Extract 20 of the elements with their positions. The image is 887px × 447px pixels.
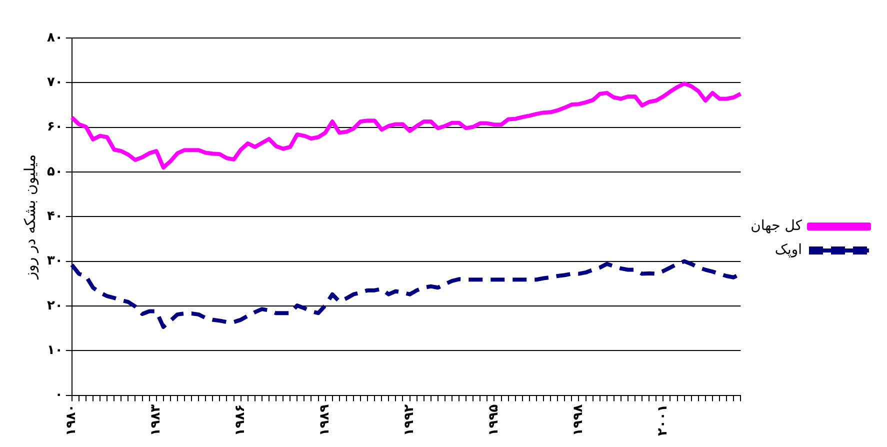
x-tick-label: ۱۹۸۰ xyxy=(64,404,80,436)
x-tick-label: ۱۹۸۹ xyxy=(318,404,333,436)
y-tick-label: ۴۰ xyxy=(46,209,63,224)
y-tick-label: ۲۰ xyxy=(46,298,63,314)
y-tick-label: ۱۰ xyxy=(46,342,63,358)
y-tick-label: ۰ xyxy=(54,388,63,403)
x-tick-label: ۱۹۹۵ xyxy=(486,404,502,436)
y-axis-title: میلیون بشکه در روز xyxy=(20,154,39,280)
legend-label: کل جهان xyxy=(750,218,802,234)
y-tick-label: ۸۰ xyxy=(46,30,63,46)
y-tick-label: ۵۰ xyxy=(46,164,63,180)
x-tick-label: ۱۹۹۲ xyxy=(402,404,418,436)
y-tick-label: ۳۰ xyxy=(46,254,63,269)
x-tick-label: ۱۹۹۸ xyxy=(571,404,586,436)
legend-label: اوپک xyxy=(774,242,802,258)
y-tick-label: ۶۰ xyxy=(46,120,63,135)
y-tick-label: ۷۰ xyxy=(46,75,63,90)
x-tick-label: ۱۹۸۶ xyxy=(233,404,248,436)
x-tick-label: ۲۰۰۱ xyxy=(656,404,671,436)
x-tick-label: ۱۹۸۳ xyxy=(148,404,164,436)
